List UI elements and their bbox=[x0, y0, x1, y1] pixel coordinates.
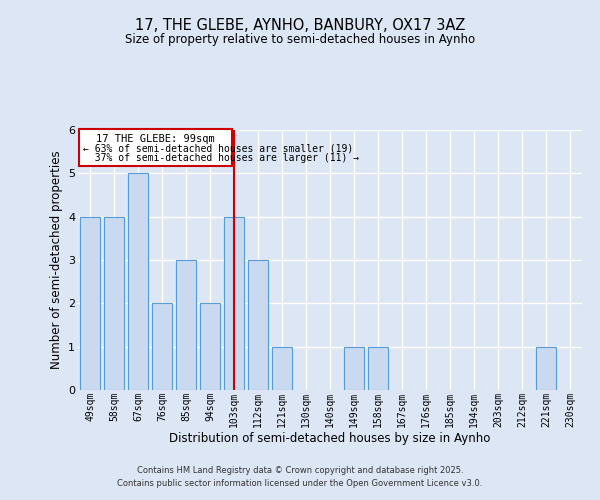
Text: Size of property relative to semi-detached houses in Aynho: Size of property relative to semi-detach… bbox=[125, 32, 475, 46]
Bar bbox=[272, 346, 292, 390]
Text: 17, THE GLEBE, AYNHO, BANBURY, OX17 3AZ: 17, THE GLEBE, AYNHO, BANBURY, OX17 3AZ bbox=[135, 18, 465, 32]
Bar bbox=[104, 216, 124, 390]
Bar bbox=[224, 216, 244, 390]
Bar bbox=[176, 260, 196, 390]
Y-axis label: Number of semi-detached properties: Number of semi-detached properties bbox=[50, 150, 62, 370]
Bar bbox=[368, 346, 388, 390]
X-axis label: Distribution of semi-detached houses by size in Aynho: Distribution of semi-detached houses by … bbox=[169, 432, 491, 445]
Text: 17 THE GLEBE: 99sqm: 17 THE GLEBE: 99sqm bbox=[96, 134, 215, 143]
Text: Contains HM Land Registry data © Crown copyright and database right 2025.
Contai: Contains HM Land Registry data © Crown c… bbox=[118, 466, 482, 487]
Bar bbox=[248, 260, 268, 390]
Bar bbox=[152, 304, 172, 390]
Bar bbox=[80, 216, 100, 390]
Bar bbox=[128, 174, 148, 390]
Text: 37% of semi-detached houses are larger (11) →: 37% of semi-detached houses are larger (… bbox=[83, 153, 359, 163]
FancyBboxPatch shape bbox=[79, 129, 232, 166]
Bar bbox=[344, 346, 364, 390]
Text: ← 63% of semi-detached houses are smaller (19): ← 63% of semi-detached houses are smalle… bbox=[83, 144, 353, 154]
Bar bbox=[200, 304, 220, 390]
Bar bbox=[536, 346, 556, 390]
